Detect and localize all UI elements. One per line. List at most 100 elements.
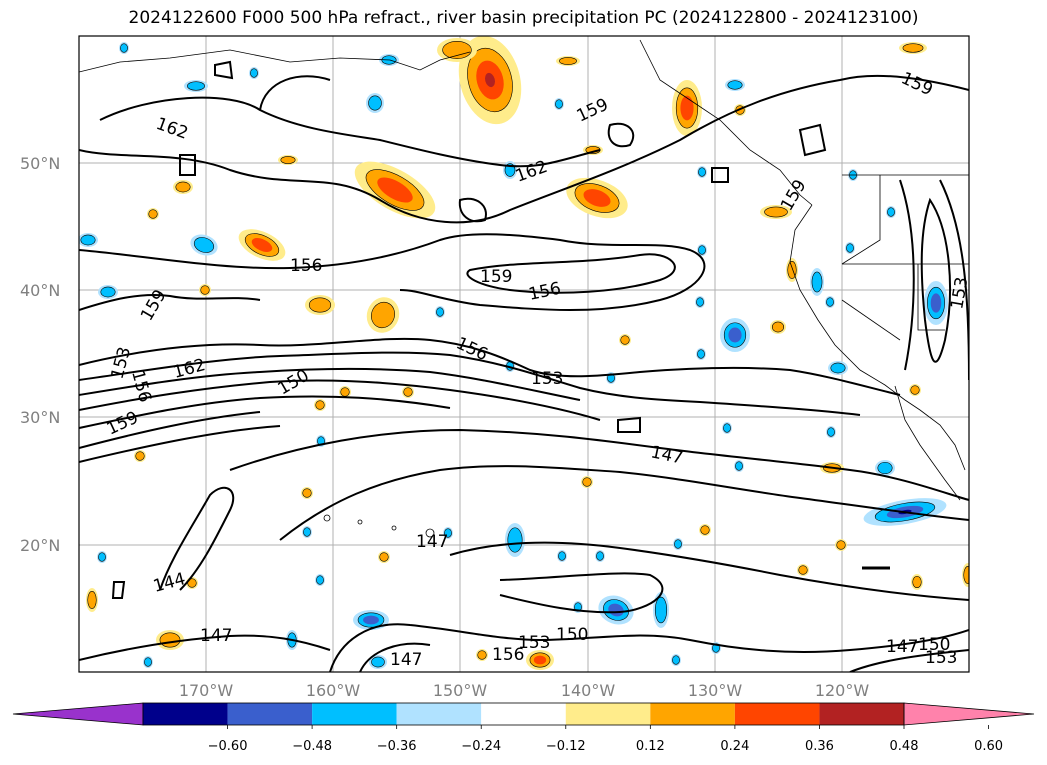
precip-positive-area	[477, 650, 487, 660]
colorbar-segment	[565, 703, 651, 725]
precip-positive-area	[620, 335, 630, 345]
colorbar-tick-labels: −0.60 −0.48 −0.36 −0.24 −0.12 0.12 0.24 0.36 0.4…	[208, 739, 1003, 754]
precip-negative-area	[555, 99, 563, 109]
lon-label: 160°W	[306, 681, 361, 700]
precip-positive-area	[159, 632, 181, 648]
precip-positive-area	[764, 206, 788, 218]
precip-negative-area	[728, 327, 742, 343]
contour-label: 147	[200, 626, 232, 646]
precip-negative-area	[596, 551, 604, 561]
colorbar-tick-label: −0.24	[461, 739, 501, 754]
precip-negative-area	[696, 297, 704, 307]
coastlines	[79, 39, 969, 538]
contour-label: 159	[480, 267, 512, 287]
precip-negative-area	[316, 575, 324, 585]
precip-negative-area	[144, 657, 152, 667]
precip-positive-area	[377, 177, 413, 203]
contour-label: 147	[416, 532, 448, 552]
precip-positive-area	[200, 285, 210, 295]
map-title: 2024122600 F000 500 hPa refract., river …	[128, 8, 919, 28]
precip-negative-area	[100, 286, 116, 298]
precip-negative-area	[303, 527, 311, 537]
precip-negative-area	[811, 271, 823, 293]
contour-label: 153	[531, 369, 563, 389]
precip-negative-area	[654, 596, 668, 624]
lon-label: 120°W	[815, 681, 870, 700]
lat-label: 30°N	[20, 408, 60, 427]
colorbar-tick-label: 0.36	[805, 739, 834, 754]
precip-positive-area	[771, 321, 785, 333]
precip-negative-area	[371, 656, 385, 668]
precip-negative-area	[250, 68, 258, 78]
colorbar-tick-label: −0.48	[292, 739, 332, 754]
colorbar-segment	[650, 703, 735, 725]
lon-label: 140°W	[561, 681, 616, 700]
lon-label: 170°W	[179, 681, 234, 700]
precip-positive-area	[148, 209, 158, 219]
precip-positive-area	[680, 95, 694, 121]
precip-positive-area	[559, 57, 577, 65]
lat-label: 40°N	[20, 281, 60, 300]
colorbar-extension-low	[12, 702, 144, 726]
precip-positive-area	[87, 591, 97, 609]
contour-label: 150	[556, 625, 588, 645]
contour-label: 156	[492, 645, 524, 665]
precip-negative-area	[436, 307, 444, 317]
precip-positive-area	[175, 181, 191, 193]
colorbar-segment	[819, 703, 904, 725]
colorbar-tick-label: 0.24	[720, 739, 749, 754]
precip-positive-area	[340, 387, 350, 397]
precip-negative-area	[930, 293, 942, 313]
colorbar-tick-label: 0.60	[974, 739, 1003, 754]
contour-label: 156	[290, 256, 322, 276]
colorbar	[12, 702, 1035, 729]
lon-label: 130°W	[688, 681, 743, 700]
precip-negative-area	[507, 527, 523, 553]
precip-negative-area	[672, 655, 680, 665]
precip-negative-area	[727, 80, 743, 90]
map-frame	[78, 35, 970, 673]
precip-positive-area	[910, 385, 920, 395]
precip-negative-area	[193, 237, 215, 253]
precip-positive-area	[963, 566, 969, 584]
precip-positive-area	[902, 43, 924, 53]
precip-positive-area	[135, 451, 145, 461]
contour-label: 147	[886, 637, 918, 657]
precip-negative-area	[80, 234, 96, 246]
colorbar-extension-high	[903, 702, 1035, 726]
colorbar-tick-label: −0.12	[546, 739, 586, 754]
precip-positive-area	[533, 655, 547, 665]
lon-label: 150°W	[433, 681, 488, 700]
map-panel	[79, 36, 969, 672]
contour-label: 153	[947, 275, 972, 310]
precip-negative-area	[674, 539, 682, 549]
precip-positive-area	[302, 488, 312, 498]
colorbar-tick-label: 0.12	[636, 739, 665, 754]
latitude-labels: 50°N 40°N 30°N 20°N	[20, 154, 60, 555]
precip-positive-area	[582, 477, 592, 487]
precip-negative-area	[723, 423, 731, 433]
colorbar-segment	[312, 703, 397, 725]
precip-negative-area	[444, 528, 452, 538]
colorbar-segment	[396, 703, 482, 725]
colorbar-tick-label: −0.60	[208, 739, 248, 754]
colorbar-segment	[227, 703, 313, 725]
contour-label: 153	[925, 648, 957, 668]
precip-negative-area	[877, 461, 893, 475]
contour-label: 153	[518, 633, 550, 653]
precip-negative-area	[98, 552, 106, 562]
precip-negative-area	[558, 551, 566, 561]
precip-positive-area	[280, 156, 296, 164]
precip-positive-area	[308, 297, 332, 313]
precip-positive-area	[700, 525, 710, 535]
precip-positive-area	[379, 552, 389, 562]
precipitation-shading	[79, 36, 969, 670]
refractivity-contours	[79, 60, 969, 672]
colorbar-segment	[481, 703, 566, 725]
precip-positive-area	[403, 387, 413, 397]
precip-positive-area	[836, 540, 846, 550]
precip-positive-area	[315, 400, 325, 410]
precip-negative-area	[187, 81, 205, 91]
precip-negative-area	[887, 207, 895, 217]
